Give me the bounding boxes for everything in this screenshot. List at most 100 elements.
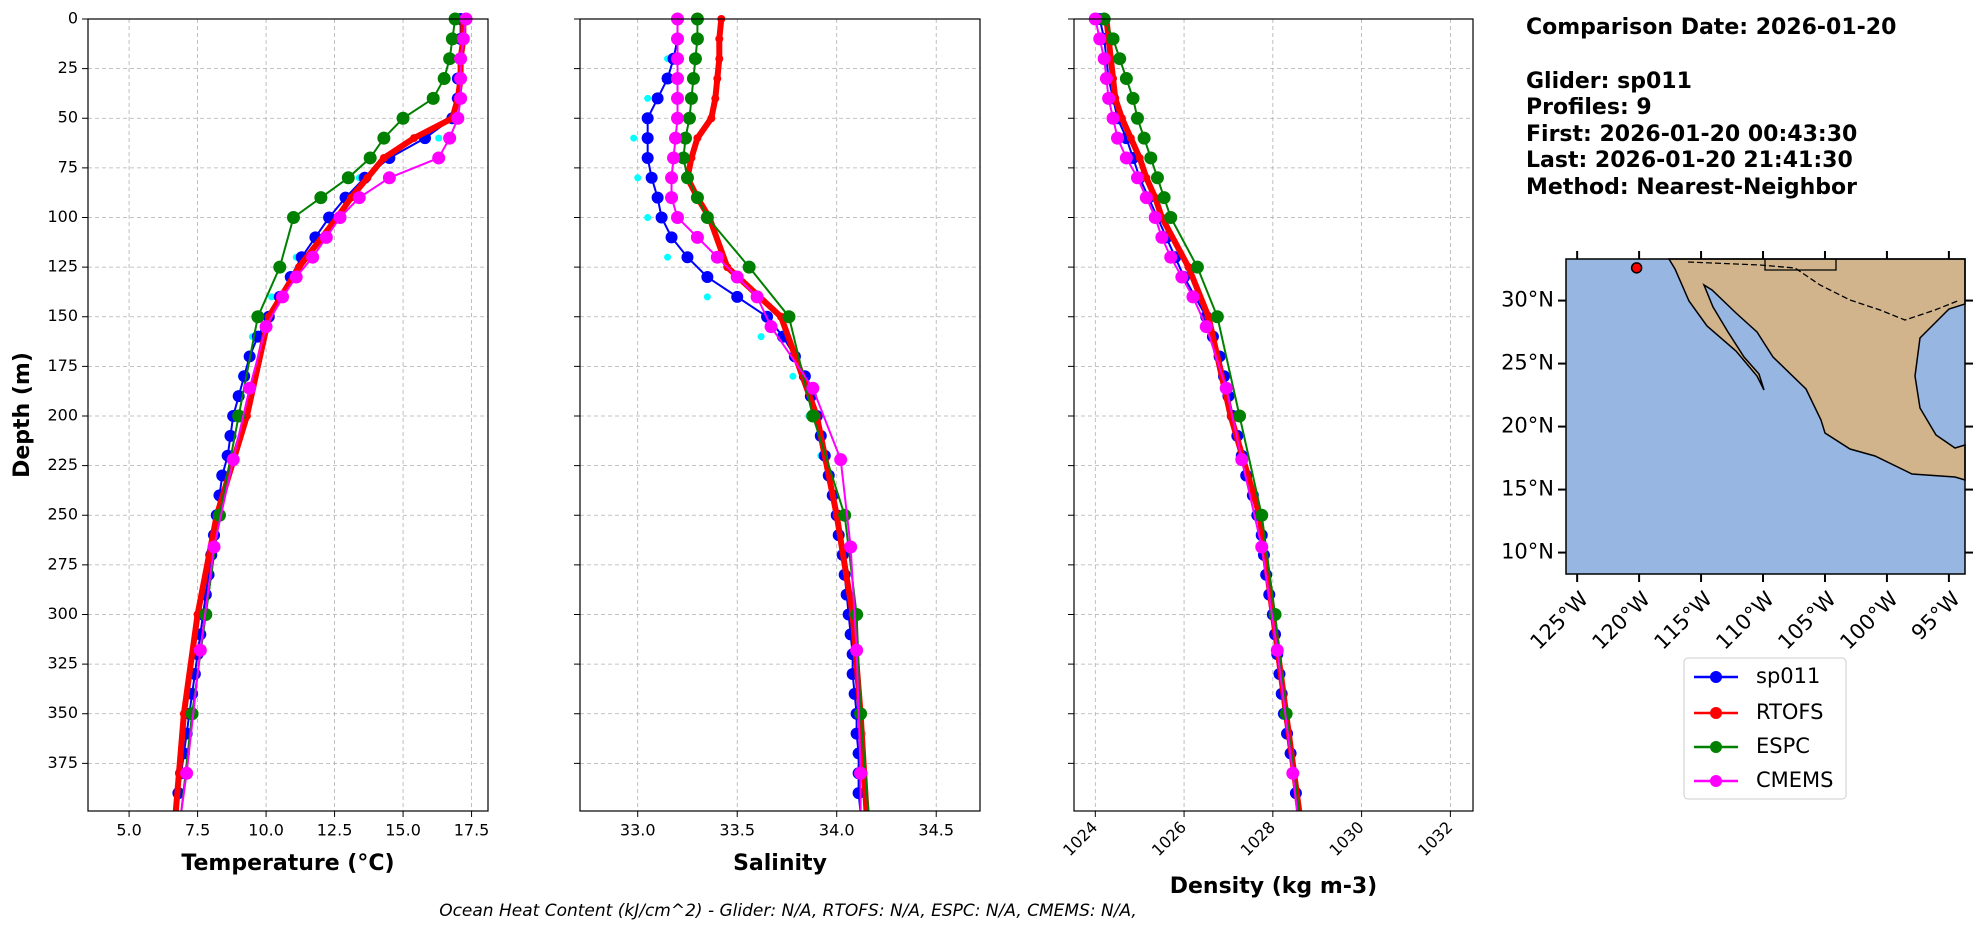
y-tick-label: 375: [47, 753, 78, 772]
profile-point: [1210, 310, 1224, 324]
profile-point: [664, 253, 672, 261]
legend-label: CMEMS: [1756, 768, 1834, 792]
profile-point: [671, 32, 685, 46]
profile-point: [1142, 173, 1151, 182]
profile-point: [731, 290, 744, 303]
profile-point: [1286, 766, 1300, 780]
profile-point: [1144, 151, 1158, 165]
profile-point: [1130, 111, 1144, 125]
profile-point: [179, 709, 188, 718]
profile-point: [838, 508, 852, 522]
glider-position: [1630, 262, 1643, 274]
profile-point: [410, 134, 419, 143]
profile-point: [671, 210, 685, 224]
profile-point: [1204, 312, 1213, 321]
profile-point: [671, 91, 685, 105]
profile-point: [1255, 540, 1269, 554]
profile-point: [1126, 134, 1135, 143]
map-border: [1764, 259, 1837, 271]
profile-point: [669, 131, 683, 145]
profile-point: [1186, 290, 1200, 304]
profile-point: [690, 32, 704, 46]
profile-point: [1219, 381, 1233, 395]
profile-point: [671, 72, 685, 86]
x-tick-label: 10.0: [248, 821, 284, 840]
profile-point: [445, 32, 459, 46]
y-tick-label: 0: [68, 9, 78, 28]
map-lon-label: 100°W: [1835, 587, 1903, 655]
profile-point: [363, 173, 372, 182]
profile-point: [690, 191, 704, 205]
x-axis-label: Density (kg m-3): [1170, 874, 1378, 899]
map-lat-label: 10°N: [1501, 540, 1554, 564]
profile-point: [456, 32, 470, 46]
profile-point: [1113, 52, 1127, 66]
profile-point: [852, 787, 865, 800]
profile-point: [268, 293, 276, 301]
profile-point: [854, 766, 868, 780]
map-border: [1687, 261, 1961, 321]
map-frame: [1565, 258, 1966, 575]
y-axis-label: Depth (m): [10, 352, 35, 478]
profile-point: [806, 381, 820, 395]
profile-point: [1148, 210, 1162, 224]
profile-point: [634, 174, 642, 182]
profile-point: [1119, 72, 1133, 86]
profile-point: [193, 643, 207, 657]
profile-point: [684, 91, 698, 105]
profile-point: [1130, 171, 1144, 185]
profile-point: [671, 111, 685, 125]
profile-point: [1164, 250, 1178, 264]
profile-point: [850, 607, 864, 621]
profile-point: [782, 310, 796, 324]
profile-point: [213, 508, 227, 522]
legend-marker: [1710, 741, 1722, 753]
profile-point: [1135, 153, 1144, 162]
legend-marker: [1710, 671, 1722, 683]
profile-point: [701, 271, 714, 284]
y-tick-label: 75: [58, 157, 78, 176]
profile-point: [242, 411, 251, 420]
x-tick-label: 34.0: [819, 821, 855, 840]
map-lon-label: 105°W: [1773, 587, 1841, 655]
profile-point: [1150, 171, 1164, 185]
x-tick-label: 1030: [1325, 818, 1367, 860]
axes-frame: [1073, 18, 1474, 812]
profile-point: [1151, 193, 1160, 202]
profile-point: [306, 250, 320, 264]
profile-point: [644, 94, 652, 102]
info-line: Glider: sp011: [1526, 69, 1692, 94]
profile-point: [1157, 191, 1171, 205]
profile-point: [432, 151, 446, 165]
y-tick-label: 350: [47, 703, 78, 722]
info-line: Comparison Date: 2026-01-20: [1526, 15, 1896, 40]
profile-point: [1117, 114, 1126, 123]
profile-point: [1233, 409, 1247, 423]
profile-point: [314, 191, 328, 205]
profile-point: [742, 260, 756, 274]
axes-frame: [579, 18, 981, 812]
x-tick-label: 5.0: [116, 821, 141, 840]
x-tick-label: 17.5: [454, 821, 490, 840]
profile-point: [686, 72, 700, 86]
y-tick-label: 100: [47, 207, 78, 226]
profile-point: [1184, 263, 1193, 272]
map-lat-label: 25°N: [1501, 351, 1554, 375]
profile-point: [1119, 151, 1133, 165]
profile-point: [226, 453, 240, 467]
profile-point: [1199, 320, 1213, 334]
profile-point: [443, 131, 457, 145]
profile-point: [193, 610, 202, 619]
profile-point: [651, 191, 664, 204]
y-tick-label: 250: [47, 505, 78, 524]
profile-point: [730, 270, 744, 284]
profile-point: [665, 171, 679, 185]
profile-point: [333, 210, 347, 224]
y-tick-label: 200: [47, 405, 78, 424]
profile-point: [382, 171, 396, 185]
y-tick-label: 325: [47, 654, 78, 673]
profile-point: [1164, 210, 1178, 224]
profile-point: [711, 94, 720, 103]
profile-point: [844, 540, 858, 554]
map-lon-label: 125°W: [1526, 587, 1594, 655]
